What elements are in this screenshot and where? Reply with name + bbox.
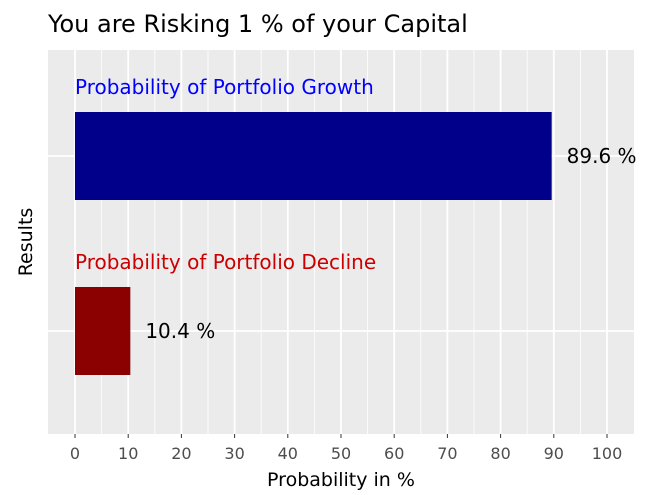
x-tick-label: 80 <box>490 444 510 463</box>
bar-labels: 89.6 % Probability of Portfolio Growth 10.… <box>75 75 637 343</box>
x-tick-label: 20 <box>171 444 191 463</box>
x-tick-label: 10 <box>118 444 138 463</box>
data-label-decline: 10.4 % <box>145 319 215 343</box>
data-label-growth: 89.6 % <box>567 144 637 168</box>
category-label-decline: Probability of Portfolio Decline <box>75 250 376 274</box>
x-tick-label: 40 <box>278 444 298 463</box>
bar-decline <box>75 287 131 375</box>
bar-growth <box>75 112 552 200</box>
x-tick-label: 60 <box>384 444 404 463</box>
category-label-growth: Probability of Portfolio Growth <box>75 75 374 99</box>
x-tick-label: 50 <box>331 444 351 463</box>
x-tick-label: 30 <box>224 444 244 463</box>
x-axis-ticks: 0 10 20 30 40 50 60 70 80 90 100 <box>70 434 622 463</box>
chart-title: You are Risking 1 % of your Capital <box>47 10 468 38</box>
x-tick-label: 100 <box>592 444 623 463</box>
x-tick-label: 90 <box>544 444 564 463</box>
bars <box>75 112 552 375</box>
x-axis-label: Probability in % <box>267 469 415 491</box>
x-tick-label: 0 <box>70 444 80 463</box>
y-axis-label: Results <box>15 208 37 277</box>
x-tick-label: 70 <box>437 444 457 463</box>
